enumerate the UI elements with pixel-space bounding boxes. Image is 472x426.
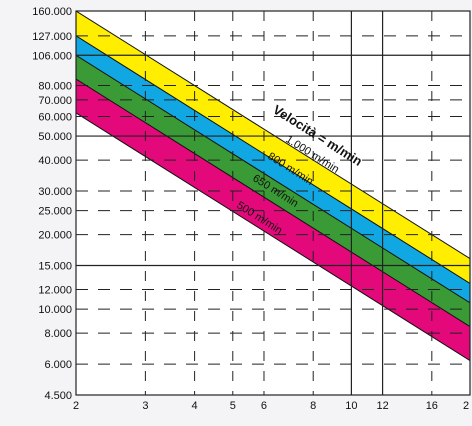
x-tick-label: 12 [376,400,388,412]
x-tick-label: 6 [261,400,267,412]
y-tick-label: 20.000 [38,230,72,242]
y-tick-label: 80.000 [38,81,72,93]
band-0 [76,11,470,284]
x-tick-label: 3 [142,400,148,412]
plot-frame [75,10,471,396]
y-tick-label: 60.000 [38,111,72,123]
y-tick-label: 12.000 [38,285,72,297]
y-tick-label: 70.000 [38,95,72,107]
y-tick-label: 6.000 [44,359,72,371]
y-tick-label: 15.000 [38,261,72,273]
x-tick-label: 16 [426,400,438,412]
y-tick-label: 4.500 [44,390,72,402]
band-edge-2 [76,54,470,304]
band-1 [76,35,470,303]
band-2 [76,55,470,327]
x-tick-label: 4 [192,400,198,412]
y-tick-label: 106.000 [32,50,72,62]
y-tick-label: 40.000 [38,155,72,167]
y-tick-label: 160.000 [32,6,72,18]
y-tick-label: 127.000 [32,31,72,43]
y-tick-label: 30.000 [38,186,72,198]
band-edge-bottom [76,112,470,361]
x-tick-label: 5 [230,400,236,412]
x-tick-label: 2 [73,400,79,412]
y-tick-label: 25.000 [38,206,72,218]
band-edge-0 [76,11,470,260]
x-tick-label: 10 [345,400,357,412]
band-3 [76,79,470,361]
y-tick-label: 8.000 [44,328,72,340]
band-edge-3 [76,78,470,328]
bands [76,11,470,361]
x-tick-label: 2 [463,400,469,412]
y-tick-label: 50.000 [38,131,72,143]
x-tick-label: 8 [310,400,316,412]
band-edge-1 [76,35,470,284]
y-tick-label: 10.000 [38,304,72,316]
